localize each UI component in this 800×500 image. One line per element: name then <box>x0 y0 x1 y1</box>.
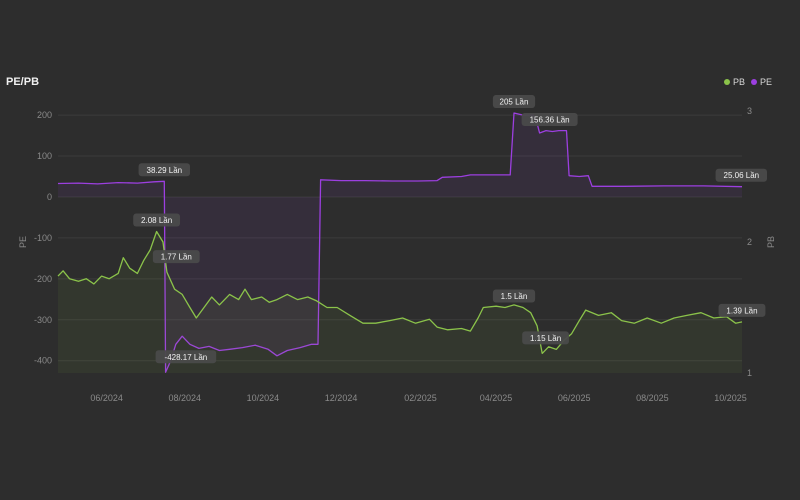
callout-text: 1.39 Lần <box>726 306 757 315</box>
callout-text: 1.5 Lần <box>501 292 528 301</box>
y-tick-left: -200 <box>34 274 52 284</box>
gridlines <box>58 114 742 362</box>
legend-label-pb: PB <box>732 77 745 87</box>
legend-label-pe: PE <box>759 77 772 87</box>
callout-text: 38.29 Lần <box>147 166 183 175</box>
pb-area <box>58 231 742 373</box>
data-label-pe: 38.29 Lần <box>138 163 191 177</box>
data-label-pe: 205 Lần <box>492 95 536 109</box>
callout-text: 25.06 Lần <box>724 171 760 180</box>
x-tick: 08/2024 <box>169 393 202 403</box>
data-label-pe: 25.06 Lần <box>715 168 767 182</box>
callout-box <box>521 112 578 126</box>
callout-text: 1.77 Lần <box>161 253 192 262</box>
data-label-pe: -428.17 Lần <box>155 350 217 364</box>
y-tick-right: 1 <box>747 368 752 378</box>
data-label-pb: 2.08 Lần <box>133 213 181 227</box>
callout-box <box>522 331 569 345</box>
x-tick: 10/2025 <box>714 393 747 403</box>
y-axis-label-left: PE <box>18 236 28 248</box>
callout-text: 205 Lần <box>500 98 529 107</box>
y-tick-left: -100 <box>34 233 52 243</box>
callout-text: -428.17 Lần <box>165 353 208 362</box>
y-axis-label-right: PB <box>766 236 776 248</box>
legend-marker-pb <box>723 79 730 85</box>
legend-item-pb[interactable]: PB <box>723 77 745 87</box>
callout-box <box>718 303 766 317</box>
legend-marker-pe <box>750 79 757 85</box>
y-tick-left: 100 <box>37 151 52 161</box>
x-tick: 06/2024 <box>90 393 123 403</box>
callout-box <box>152 250 200 264</box>
x-tick: 08/2025 <box>636 393 669 403</box>
pb-series-line[interactable] <box>57 230 743 355</box>
legend-item-pe[interactable]: PE <box>750 77 772 87</box>
y-tick-left: 200 <box>37 110 52 120</box>
chart-title: PE/PB <box>6 76 40 88</box>
callout-text: 156.36 Lần <box>530 115 570 124</box>
data-label-pb: 1.39 Lần <box>718 303 766 317</box>
callout-box <box>492 95 536 109</box>
y-tick-left: 0 <box>47 192 52 202</box>
data-label-pb: 1.5 Lần <box>492 289 536 303</box>
x-tick: 12/2024 <box>325 393 358 403</box>
x-tick: 04/2025 <box>480 393 513 403</box>
data-label-pe: 156.36 Lần <box>521 112 578 126</box>
data-label-pb: 1.15 Lần <box>522 331 569 345</box>
pe-area <box>58 113 742 373</box>
callout-box <box>715 168 767 182</box>
callout-box <box>155 350 217 364</box>
y-tick-right: 3 <box>747 106 752 116</box>
callout-box <box>138 163 191 177</box>
x-tick: 06/2025 <box>558 393 591 403</box>
chart-legend: PB PE <box>723 77 772 87</box>
x-tick: 02/2025 <box>404 393 437 403</box>
y-tick-left: -400 <box>34 356 52 366</box>
data-label-pb: 1.77 Lần <box>152 250 200 264</box>
y-tick-left: -300 <box>34 315 52 325</box>
callout-box <box>492 289 536 303</box>
callout-text: 2.08 Lần <box>141 216 172 225</box>
y-tick-right: 2 <box>747 237 752 247</box>
x-tick: 10/2024 <box>247 393 280 403</box>
callout-text: 1.15 Lần <box>530 334 561 343</box>
callout-box <box>133 213 181 227</box>
